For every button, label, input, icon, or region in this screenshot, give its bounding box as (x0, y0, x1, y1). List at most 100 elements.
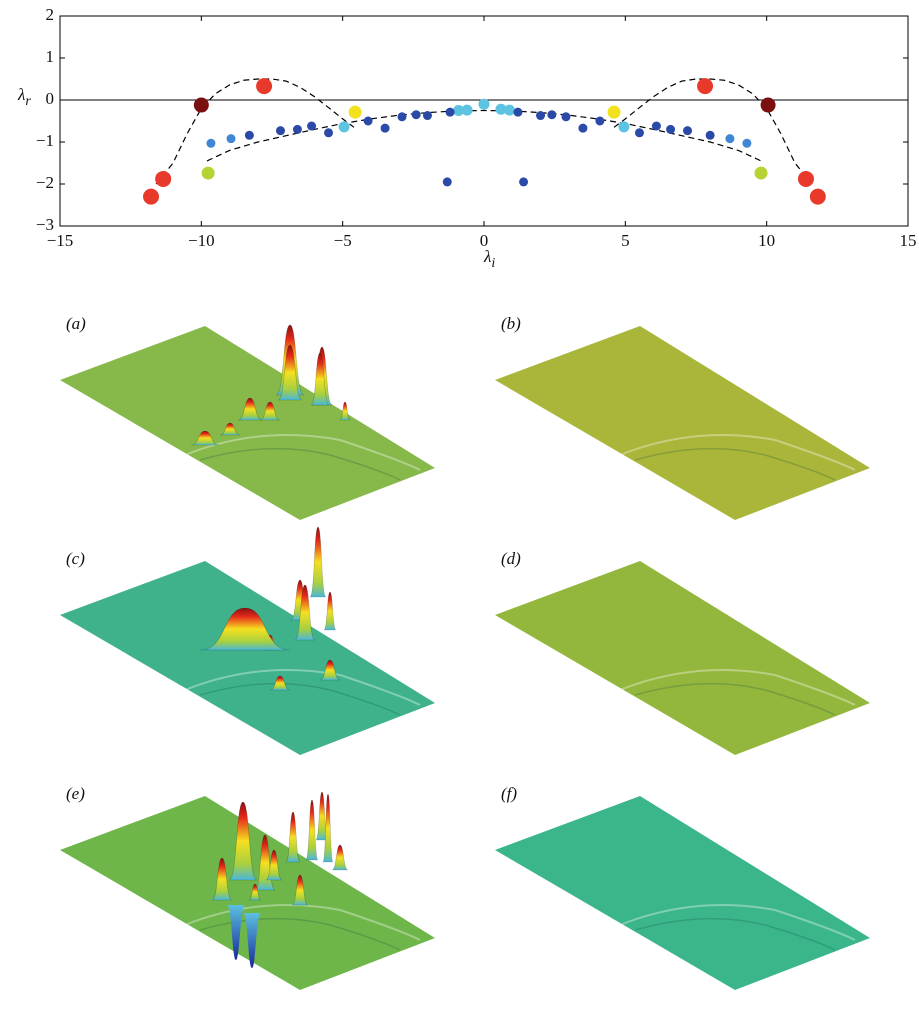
surface-peak (291, 874, 309, 906)
surface-peak (259, 401, 281, 421)
point (422, 111, 432, 121)
point (578, 123, 588, 133)
y-axis-label: λr (17, 85, 31, 109)
point (634, 128, 644, 138)
point (445, 107, 455, 117)
x-axis-label-sub: i (491, 256, 495, 271)
surface-plane (495, 561, 870, 755)
surface-ripple (184, 434, 421, 471)
surface-peak (211, 857, 233, 901)
surface-panel: (f) (248, 784, 870, 990)
point (292, 124, 302, 134)
point (453, 105, 465, 116)
dashed-curve (613, 78, 813, 185)
plot-frame (59, 15, 909, 227)
x-tick-label: −10 (188, 231, 215, 250)
point (754, 166, 768, 180)
point (478, 98, 490, 110)
surface-ripple (634, 682, 836, 716)
y-tick-label: −2 (36, 173, 54, 192)
x-tick-label: −5 (334, 231, 352, 250)
surface-peak (309, 526, 327, 598)
surface-ripple (619, 669, 856, 706)
point (519, 177, 529, 187)
point (397, 112, 407, 122)
surface-ripple (634, 917, 836, 951)
surface-ripple (199, 447, 401, 481)
point (256, 78, 273, 95)
point (742, 138, 752, 148)
point (705, 130, 715, 140)
panel-label: (b) (501, 314, 521, 333)
point (547, 110, 557, 120)
surface-plane (495, 796, 870, 990)
point (503, 104, 515, 116)
point (324, 128, 334, 138)
surface-peak (248, 883, 262, 901)
surface-peak (277, 344, 303, 401)
point (201, 166, 215, 180)
point (442, 177, 452, 187)
point (607, 105, 621, 119)
surface-peak (319, 659, 341, 681)
surface-plane (60, 561, 435, 755)
point (561, 112, 571, 122)
surface-ripple (199, 682, 401, 716)
surface-peak (199, 607, 291, 651)
surface-peak (323, 591, 337, 631)
x-tick-label: 15 (900, 231, 917, 250)
point (155, 170, 172, 187)
surface-peak (265, 849, 283, 881)
surface-peak (285, 811, 301, 863)
x-tick-label: 10 (758, 231, 775, 250)
point (797, 170, 814, 187)
panel-label: (d) (501, 549, 521, 568)
x-tick-label: 5 (621, 231, 630, 250)
point (666, 124, 676, 134)
surface-trough (227, 905, 245, 960)
surface-trough (243, 913, 261, 968)
point (244, 130, 254, 140)
point (411, 110, 421, 120)
surface-peak (331, 844, 349, 871)
point (536, 111, 546, 121)
surface-ripple (634, 447, 836, 481)
point (348, 105, 362, 119)
surface-panel: (c) (60, 526, 435, 755)
point (380, 123, 390, 133)
surface-peak (237, 397, 263, 421)
point (226, 134, 236, 144)
surface-plane (60, 326, 435, 520)
x-tick-label: −15 (47, 231, 74, 250)
point (725, 134, 735, 144)
surface-peak (269, 675, 291, 691)
point (461, 104, 473, 116)
surface-panel: (d) (199, 549, 870, 755)
surface-panel: (b) (219, 314, 870, 520)
point (275, 126, 285, 136)
y-tick-label: −3 (36, 215, 54, 234)
surface-ripple (619, 434, 856, 471)
point (683, 126, 693, 136)
point (618, 121, 630, 133)
point (206, 138, 216, 148)
y-tick-label: 0 (46, 89, 55, 108)
panel-label: (c) (66, 549, 85, 568)
y-tick-label: −1 (36, 131, 54, 150)
surface-peak (219, 422, 241, 436)
point (513, 107, 523, 117)
point (809, 188, 826, 205)
surface-peak (294, 584, 316, 641)
surface-peak (305, 799, 319, 861)
surface-peak (190, 430, 220, 446)
point (697, 78, 714, 95)
point (363, 116, 373, 126)
x-axis-label: λi (483, 247, 495, 271)
surface-plane (60, 796, 435, 990)
surface-peak (310, 352, 330, 406)
point (307, 121, 317, 131)
surface-ripple (619, 904, 856, 941)
point (495, 103, 507, 115)
panel-label: (e) (66, 784, 85, 803)
